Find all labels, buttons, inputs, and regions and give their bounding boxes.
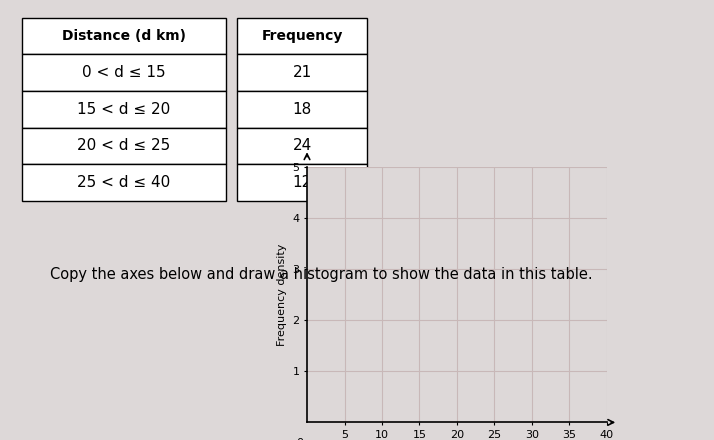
FancyBboxPatch shape — [21, 91, 226, 128]
Y-axis label: Frequency density: Frequency density — [277, 244, 287, 346]
Text: 12: 12 — [293, 175, 311, 190]
FancyBboxPatch shape — [237, 18, 367, 55]
Text: 0: 0 — [296, 438, 303, 440]
Text: Frequency: Frequency — [261, 29, 343, 43]
FancyBboxPatch shape — [237, 128, 367, 164]
FancyBboxPatch shape — [237, 55, 367, 91]
FancyBboxPatch shape — [21, 18, 226, 55]
Text: Distance (d km): Distance (d km) — [62, 29, 186, 43]
Text: 24: 24 — [293, 139, 311, 154]
FancyBboxPatch shape — [237, 91, 367, 128]
Text: 15 < d ≤ 20: 15 < d ≤ 20 — [77, 102, 171, 117]
Text: Copy the axes below and draw a histogram to show the data in this table.: Copy the axes below and draw a histogram… — [50, 268, 593, 282]
Text: 21: 21 — [293, 65, 311, 80]
FancyBboxPatch shape — [21, 128, 226, 164]
FancyBboxPatch shape — [237, 164, 367, 201]
Text: 18: 18 — [293, 102, 311, 117]
FancyBboxPatch shape — [21, 164, 226, 201]
Text: 20 < d ≤ 25: 20 < d ≤ 25 — [77, 139, 171, 154]
FancyBboxPatch shape — [21, 55, 226, 91]
Text: 25 < d ≤ 40: 25 < d ≤ 40 — [77, 175, 171, 190]
Text: 0 < d ≤ 15: 0 < d ≤ 15 — [82, 65, 166, 80]
